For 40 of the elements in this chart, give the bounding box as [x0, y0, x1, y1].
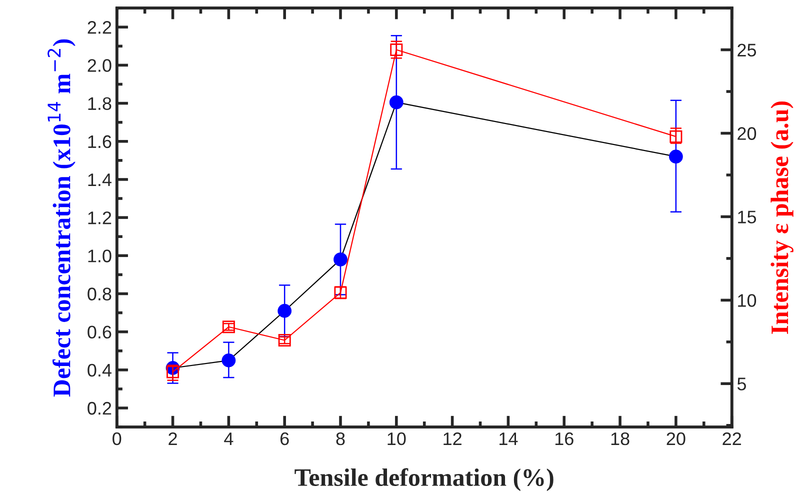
y-axis-title: Defect concentration (x10$^{14}$ m$^{−2}$)	[48, 39, 76, 397]
y2-tick-label: 15	[738, 210, 756, 224]
y-tick-label: 1.6	[88, 135, 112, 148]
y-tick-label: 0.2	[88, 402, 112, 415]
y2-tick-label: 10	[738, 294, 756, 307]
y-tick-label: 1.2	[88, 211, 112, 224]
x-tick-label: 14	[500, 432, 518, 445]
x-tick-label: 0	[112, 432, 122, 446]
x-tick-label: 20	[666, 432, 686, 446]
y-tick-label: 2.2	[88, 21, 112, 34]
point	[222, 320, 235, 334]
y-tick-label: 0.8	[88, 288, 112, 300]
y-tick-label: 0.6	[88, 326, 112, 339]
point	[222, 353, 236, 368]
y-tick-label: 2.0	[88, 59, 112, 72]
point	[389, 95, 404, 110]
y2-tick-label: 20	[738, 127, 756, 140]
x-tick-label: 22	[722, 432, 741, 445]
y-tick-label: 1.8	[88, 97, 112, 110]
y2-tick-label: 25	[738, 44, 756, 56]
point	[670, 130, 682, 143]
y-tick-label: 0.4	[88, 364, 112, 377]
point	[334, 252, 348, 266]
x-tick-label: 4	[224, 432, 234, 445]
point	[166, 366, 180, 378]
x-tick-label: 18	[611, 432, 630, 446]
point	[390, 44, 403, 56]
x-tick-label: 2	[168, 432, 177, 445]
y2-tick-label: 5	[737, 378, 746, 390]
y2-axis-title: Intensity ε phase (a.u)	[770, 101, 794, 334]
point	[278, 304, 292, 318]
x-tick-label: 12	[444, 432, 462, 445]
x-tick-label: 8	[336, 432, 345, 446]
point	[668, 150, 683, 164]
y-tick-label: 1.4	[88, 174, 112, 186]
x-tick-label: 16	[555, 432, 574, 446]
y-tick-label: 1.0	[88, 250, 112, 262]
x-tick-label: 6	[280, 432, 289, 446]
x-axis-title: Tensile deformation (%)	[294, 468, 554, 492]
x-tick-label: 10	[388, 432, 406, 446]
